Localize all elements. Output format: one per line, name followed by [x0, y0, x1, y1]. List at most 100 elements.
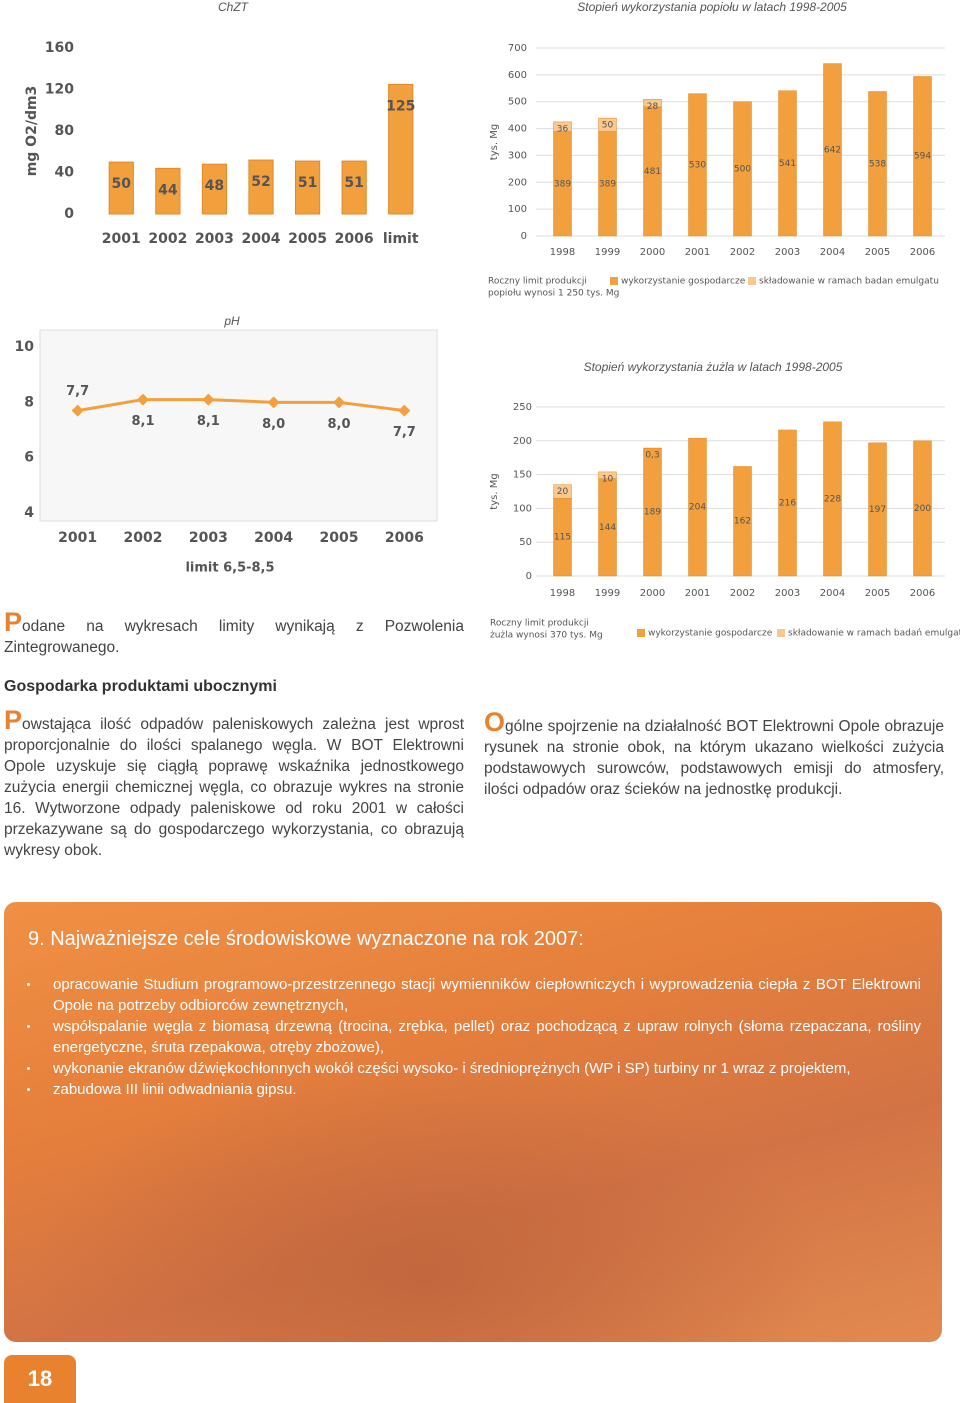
intro: Podane na wykresach limity wynikają z Po…	[4, 607, 464, 656]
value-label: 389	[554, 179, 571, 189]
line	[77, 398, 405, 413]
y-tick-label: 600	[508, 70, 527, 81]
x-tick-label: 2005	[865, 588, 890, 599]
body-left: Powstająca ilość odpadów paleniskowych z…	[4, 705, 464, 859]
bar	[294, 160, 321, 215]
legend-swatch	[610, 277, 618, 285]
x-tick-label: 2002	[730, 247, 755, 258]
value-label: 8,0	[327, 417, 350, 432]
bar	[201, 163, 228, 215]
bar-segment	[913, 440, 932, 577]
bar-segment	[778, 429, 797, 577]
chart-title: ChZT	[218, 0, 250, 14]
y-axis-label: tys. Mg	[489, 473, 500, 509]
bar-segment	[868, 91, 887, 237]
bar	[248, 159, 274, 215]
x-tick-label: 2005	[288, 231, 327, 247]
y-tick-label: 0	[526, 571, 532, 582]
bar-segment	[553, 121, 572, 132]
y-tick-label: 500	[508, 97, 527, 108]
y-axis-label: tys. Mg	[489, 124, 500, 160]
value-label: 200	[914, 504, 931, 514]
legend-swatch	[777, 629, 785, 637]
chart-note: popiołu wynosi 1 250 tys. Mg	[488, 289, 619, 299]
value-label: 51	[298, 175, 317, 191]
bar-segment	[598, 117, 617, 132]
bar-segment	[823, 421, 842, 577]
x-tick-label: 2004	[242, 231, 281, 247]
y-axis-label: mg O2/dm3	[24, 86, 40, 177]
goal-item: opracowanie Studium programowo-przestrze…	[27, 976, 921, 1014]
y-tick-label: 200	[508, 177, 527, 188]
bar-segment	[688, 93, 707, 237]
value-label: 594	[914, 152, 931, 162]
bar-segment	[778, 90, 797, 237]
x-tick-label: 2003	[195, 231, 234, 247]
y-tick-label: 100	[508, 204, 527, 215]
bar	[155, 167, 181, 215]
y-tick-label: 50	[519, 537, 532, 548]
page-number: 18	[4, 1355, 76, 1403]
y-tick-label: 700	[508, 43, 527, 54]
bar-segment	[823, 63, 842, 237]
goals-heading: 9. Najważniejsze cele środowiskowe wyzna…	[28, 928, 584, 950]
value-label: 8,0	[262, 417, 285, 432]
bar-segment	[643, 99, 662, 108]
value-label: 216	[779, 498, 796, 508]
y-tick-label: 0	[64, 206, 74, 222]
y-tick-label: 4	[24, 505, 34, 521]
value-label: 7,7	[393, 425, 416, 440]
x-tick-label: 2001	[102, 231, 141, 247]
value-label: 36	[557, 124, 569, 134]
plot-background	[39, 329, 438, 522]
value-label: 197	[869, 505, 886, 515]
value-label: 50	[112, 176, 132, 192]
chart-note: Roczny limit produkcji	[490, 619, 589, 629]
y-tick-label: 0	[521, 231, 527, 242]
bar-segment	[598, 471, 617, 479]
chart-subtitle: limit 6,5-8,5	[185, 561, 274, 576]
x-tick-label: 1999	[595, 247, 620, 258]
chart-note: Roczny limit produkcji	[488, 277, 587, 287]
legend-label: wykorzystanie gospodarcze	[621, 277, 746, 287]
y-tick-label: 150	[513, 470, 532, 481]
x-tick-label: 1998	[550, 247, 575, 258]
x-tick-label: 2004	[820, 588, 845, 599]
y-tick-label: 8	[24, 394, 34, 410]
value-label: 162	[734, 517, 751, 527]
x-tick-label: 2004	[820, 247, 845, 258]
point	[333, 396, 345, 409]
value-label: 541	[779, 159, 796, 169]
x-tick-label: 2001	[58, 530, 97, 546]
x-tick-label: 2002	[730, 588, 755, 599]
section-heading: Gospodarka produktami ubocznymi	[4, 678, 277, 695]
point	[398, 404, 411, 417]
y-tick-label: 300	[508, 150, 527, 161]
x-tick-label: 2001	[685, 588, 710, 599]
body-right: Ogólne spojrzenie na działalność BOT Ele…	[484, 707, 944, 798]
bar	[108, 161, 134, 215]
x-tick-label: 2000	[640, 247, 665, 258]
bar	[388, 83, 414, 215]
chart-title: pH	[223, 314, 240, 328]
chart-title: Stopień wykorzystania popiołu w latach 1…	[577, 0, 847, 14]
x-tick-label: 2006	[335, 231, 374, 247]
x-tick-label: limit	[383, 231, 419, 247]
bar	[341, 160, 367, 215]
goal-item: wykonanie ekranów dźwiękochłonnych wokół…	[27, 1058, 921, 1079]
value-label: 10	[602, 474, 614, 484]
value-label: 51	[344, 175, 363, 191]
value-label: 530	[689, 160, 706, 170]
point	[71, 404, 84, 417]
y-tick-label: 80	[55, 123, 75, 139]
value-label: 52	[251, 174, 270, 190]
x-tick-label: 1998	[550, 588, 575, 599]
y-tick-label: 10	[15, 339, 35, 355]
y-tick-label: 250	[513, 402, 532, 413]
bar-segment	[733, 466, 752, 577]
chart-note: żużla wynosi 370 tys. Mg	[490, 631, 603, 641]
y-tick-label: 100	[513, 503, 532, 514]
chart-title: Stopień wykorzystania żużla w latach 199…	[584, 360, 843, 374]
